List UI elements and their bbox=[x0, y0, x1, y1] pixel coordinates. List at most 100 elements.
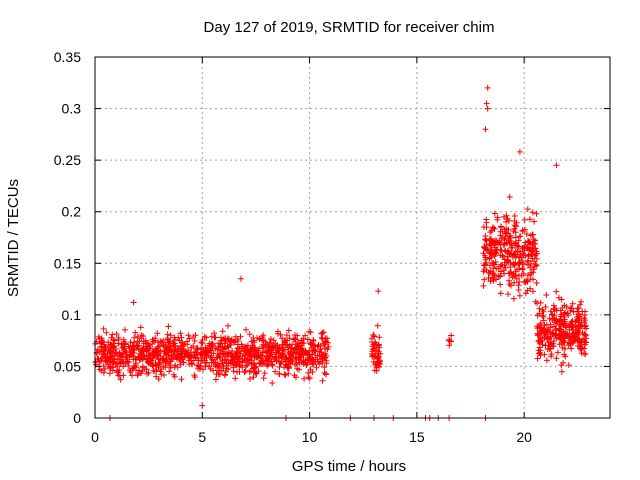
data-point bbox=[484, 84, 491, 91]
y-tick-label: 0.1 bbox=[62, 307, 82, 323]
data-point bbox=[287, 352, 294, 359]
data-point bbox=[209, 356, 216, 363]
data-point bbox=[509, 274, 516, 281]
data-point bbox=[180, 359, 187, 366]
data-point bbox=[510, 295, 517, 302]
data-point bbox=[561, 302, 568, 309]
data-point bbox=[167, 364, 174, 371]
data-point bbox=[483, 237, 490, 244]
data-point bbox=[218, 337, 225, 344]
data-point bbox=[505, 291, 512, 298]
data-point bbox=[493, 265, 500, 272]
data-point bbox=[242, 352, 249, 359]
data-point bbox=[255, 352, 262, 359]
data-point bbox=[134, 338, 141, 345]
data-point bbox=[315, 358, 322, 365]
data-point bbox=[300, 335, 307, 342]
data-point bbox=[107, 341, 114, 348]
data-point bbox=[182, 350, 189, 357]
data-point bbox=[305, 351, 312, 358]
data-point bbox=[539, 312, 546, 319]
data-point bbox=[232, 375, 239, 382]
data-point bbox=[129, 372, 136, 379]
data-point bbox=[521, 244, 527, 251]
data-point bbox=[504, 215, 511, 222]
data-point bbox=[244, 362, 251, 368]
data-point bbox=[321, 364, 328, 371]
data-point bbox=[107, 363, 114, 370]
data-point bbox=[219, 357, 226, 364]
data-point bbox=[551, 323, 558, 330]
data-point bbox=[583, 322, 590, 329]
data-point bbox=[320, 352, 327, 359]
data-point bbox=[506, 281, 513, 288]
data-point bbox=[579, 308, 586, 315]
data-point bbox=[486, 235, 493, 242]
data-point bbox=[563, 322, 570, 329]
data-point bbox=[259, 337, 266, 344]
data-point bbox=[581, 319, 588, 326]
data-point bbox=[581, 312, 588, 318]
data-point bbox=[504, 253, 511, 260]
data-point bbox=[375, 341, 382, 348]
data-point bbox=[296, 354, 302, 361]
data-point bbox=[178, 339, 185, 346]
y-tick-label: 0.2 bbox=[62, 204, 82, 220]
data-point bbox=[194, 362, 201, 369]
data-point bbox=[137, 324, 144, 331]
data-point bbox=[480, 282, 487, 289]
data-point bbox=[263, 361, 270, 368]
data-point bbox=[575, 322, 582, 329]
data-point bbox=[515, 243, 522, 250]
data-point bbox=[492, 259, 499, 265]
data-point bbox=[99, 354, 106, 361]
data-point bbox=[536, 349, 543, 356]
data-point bbox=[175, 345, 182, 352]
data-point bbox=[154, 330, 161, 337]
data-point bbox=[137, 356, 144, 362]
data-point bbox=[550, 338, 557, 344]
data-point bbox=[205, 349, 211, 356]
data-point bbox=[291, 332, 298, 339]
data-point bbox=[301, 375, 308, 382]
data-point bbox=[106, 349, 113, 356]
data-point bbox=[164, 356, 170, 363]
data-point bbox=[306, 357, 313, 364]
data-point bbox=[487, 250, 494, 257]
data-point bbox=[323, 360, 330, 367]
data-point bbox=[199, 402, 206, 409]
data-point bbox=[529, 288, 536, 295]
data-point bbox=[533, 262, 540, 269]
plot-frame bbox=[94, 56, 611, 419]
data-point bbox=[273, 358, 280, 365]
data-point bbox=[102, 365, 108, 372]
data-point bbox=[220, 365, 227, 371]
data-point bbox=[313, 364, 320, 371]
data-point bbox=[483, 100, 490, 107]
data-point bbox=[507, 264, 514, 270]
data-point bbox=[318, 349, 325, 356]
data-point bbox=[136, 357, 143, 363]
data-point bbox=[128, 349, 135, 356]
data-point bbox=[100, 325, 107, 332]
data-point bbox=[165, 323, 172, 330]
data-point bbox=[483, 267, 490, 274]
data-point bbox=[208, 333, 215, 340]
data-point bbox=[229, 348, 236, 354]
data-point bbox=[285, 327, 292, 334]
data-point bbox=[582, 332, 589, 339]
data-point bbox=[130, 353, 137, 360]
data-point bbox=[286, 335, 293, 342]
data-point bbox=[274, 342, 281, 349]
data-point bbox=[486, 262, 493, 269]
data-point bbox=[557, 334, 564, 341]
data-point bbox=[179, 340, 186, 347]
data-point bbox=[516, 254, 523, 261]
data-point bbox=[508, 244, 515, 251]
data-point bbox=[565, 362, 572, 369]
data-point bbox=[575, 305, 582, 312]
data-point bbox=[143, 355, 150, 362]
data-point bbox=[498, 261, 505, 268]
data-point bbox=[307, 340, 314, 347]
data-point bbox=[537, 340, 543, 347]
